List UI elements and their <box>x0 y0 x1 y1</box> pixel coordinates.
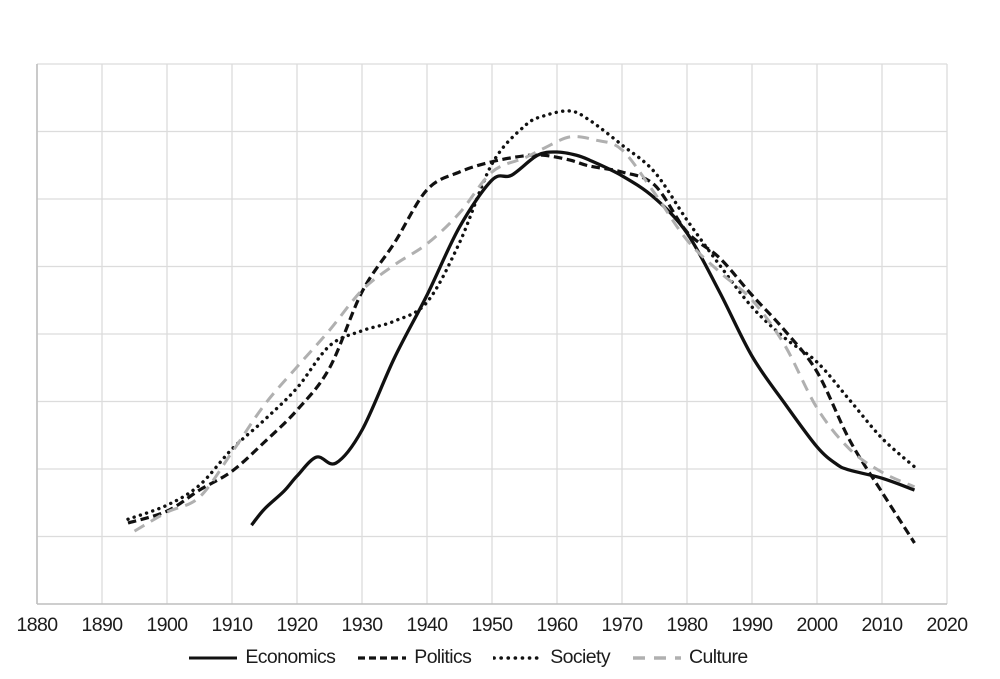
x-tick-label: 1970 <box>602 614 644 636</box>
culture-legend-line <box>633 655 681 660</box>
x-tick-label: 1950 <box>472 614 514 636</box>
x-tick-label: 1940 <box>407 614 449 636</box>
chart-legend: Economics Politics Society Culture <box>0 646 968 669</box>
economics-line <box>250 150 916 527</box>
legend-label-culture: Culture <box>689 646 748 668</box>
society-line <box>126 109 917 521</box>
legend-label-economics: Economics <box>245 646 336 668</box>
x-tick-label: 2010 <box>862 614 904 636</box>
politics-line <box>127 153 916 544</box>
legend-label-society: Society <box>550 646 610 668</box>
legend-item-society: Society <box>493 646 611 669</box>
gridlines <box>36 63 948 605</box>
economics-legend-line <box>189 656 238 659</box>
x-tick-label: 2000 <box>797 614 839 636</box>
x-tick-label: 1960 <box>537 614 579 636</box>
legend-item-culture: Culture <box>632 646 748 669</box>
x-axis-tick-labels: 1880 1890 1900 1910 1920 1930 1940 1950 1960 1970… <box>17 614 969 636</box>
politics-legend-line <box>358 655 407 660</box>
x-tick-label: 2020 <box>927 614 969 636</box>
x-tick-label: 1900 <box>147 614 189 636</box>
legend-item-economics: Economics <box>188 646 336 669</box>
society-legend-line <box>493 655 544 660</box>
x-tick-label: 1990 <box>732 614 774 636</box>
x-tick-label: 1910 <box>212 614 254 636</box>
x-tick-label: 1980 <box>667 614 709 636</box>
culture-line <box>133 135 916 533</box>
legend-item-politics: Politics <box>357 646 472 669</box>
legend-label-politics: Politics <box>414 646 472 668</box>
x-tick-label: 1920 <box>277 614 319 636</box>
x-tick-label: 1890 <box>82 614 124 636</box>
x-tick-label: 1930 <box>342 614 384 636</box>
x-tick-label: 1880 <box>17 614 59 636</box>
